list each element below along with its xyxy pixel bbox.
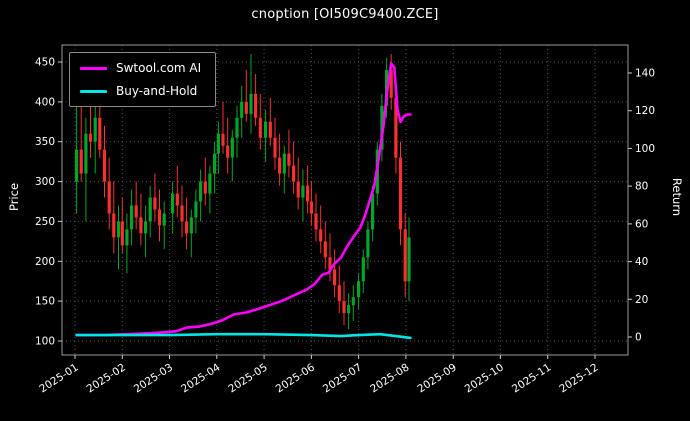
svg-text:2025-09: 2025-09: [416, 361, 459, 395]
svg-text:200: 200: [35, 256, 55, 268]
svg-text:100: 100: [635, 143, 655, 155]
svg-text:300: 300: [35, 176, 55, 188]
svg-text:100: 100: [35, 336, 55, 348]
svg-text:2025-12: 2025-12: [557, 361, 600, 395]
svg-text:2025-04: 2025-04: [179, 361, 223, 395]
svg-text:2025-06: 2025-06: [274, 361, 318, 395]
svg-text:450: 450: [35, 57, 55, 69]
svg-text:2025-02: 2025-02: [85, 361, 128, 395]
svg-text:2025-10: 2025-10: [463, 361, 506, 395]
chart-legend: Swtool.com AI Buy-and-Hold: [69, 52, 217, 107]
legend-label-ai: Swtool.com AI: [116, 61, 202, 75]
svg-text:2025-01: 2025-01: [37, 361, 80, 395]
legend-item-buy-and-hold: Buy-and-Hold: [80, 84, 201, 98]
svg-text:60: 60: [635, 218, 648, 230]
svg-text:0: 0: [635, 332, 642, 344]
svg-text:40: 40: [635, 256, 648, 268]
svg-text:2025-03: 2025-03: [132, 361, 175, 395]
svg-text:2025-11: 2025-11: [510, 361, 553, 395]
svg-text:350: 350: [35, 136, 55, 148]
svg-text:140: 140: [635, 68, 655, 80]
svg-text:20: 20: [635, 294, 648, 306]
buy-and-hold-line-swatch: [80, 89, 107, 93]
legend-item-ai: Swtool.com AI: [80, 61, 201, 75]
svg-text:250: 250: [35, 216, 55, 228]
svg-text:400: 400: [35, 96, 55, 108]
svg-text:120: 120: [635, 105, 655, 117]
svg-text:150: 150: [35, 296, 55, 308]
svg-text:2025-05: 2025-05: [226, 361, 269, 395]
svg-text:80: 80: [635, 181, 648, 193]
svg-text:2025-07: 2025-07: [321, 361, 364, 395]
svg-text:2025-08: 2025-08: [368, 361, 411, 395]
legend-label-buy-and-hold: Buy-and-Hold: [116, 84, 198, 98]
chart-title: cnoption [OI509C9400.ZCE]: [251, 7, 439, 22]
ai-line-swatch: [80, 66, 107, 70]
